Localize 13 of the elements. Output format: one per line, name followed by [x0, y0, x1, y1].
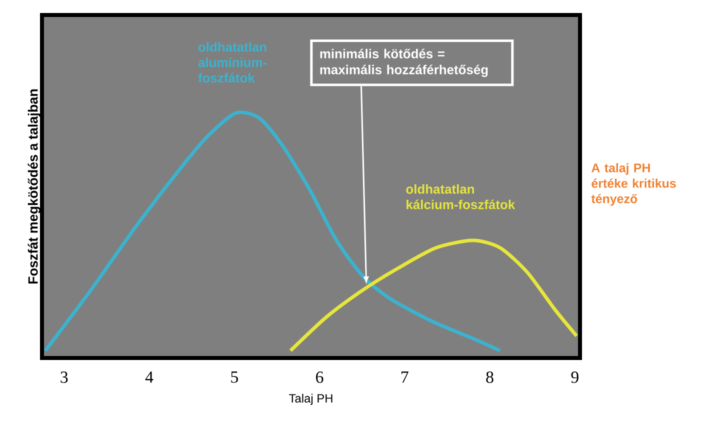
- annotation: minimális kötődés = maximális hozzáférhetőség: [320, 48, 488, 77]
- x-tick-label: 6: [316, 372, 324, 383]
- x-axis-title: Talaj PH: [289, 394, 332, 405]
- x-tick-label: 4: [145, 372, 154, 383]
- x-tick-label: 5: [231, 372, 238, 383]
- text: oldhatatlan kálcium-foszfátok: [406, 184, 516, 210]
- text: oldhatatlan alumínium-foszfátok: [198, 42, 267, 83]
- x-tick-label: 8: [486, 372, 494, 383]
- y-axis-title: Foszfát megkötődés a talajban: [28, 89, 40, 284]
- text: A talaj PH értéke kritikus tényező: [591, 163, 676, 206]
- x-tick-label: 7: [402, 372, 408, 383]
- x-tick-label: 9: [571, 372, 578, 383]
- x-tick-label: 3: [60, 372, 68, 383]
